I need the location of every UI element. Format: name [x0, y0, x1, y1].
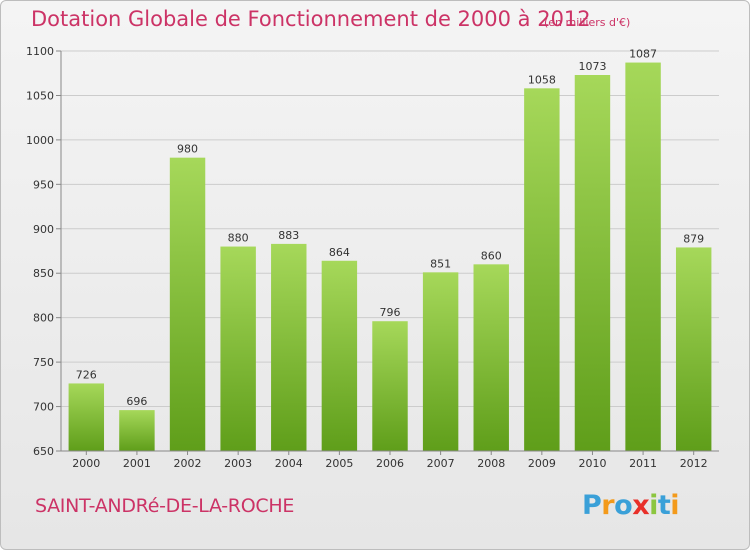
value-label-2008: 860: [481, 249, 502, 262]
bar-2006[interactable]: [372, 321, 408, 451]
y-tick-label: 650: [33, 445, 54, 458]
y-tick-label: 1050: [26, 89, 54, 102]
bar-2007[interactable]: [422, 272, 459, 451]
value-label-2010: 1073: [578, 60, 606, 73]
logo-letter: i: [649, 490, 658, 521]
logo-letter: x: [632, 490, 650, 521]
x-tick-label-2002: 2002: [174, 457, 202, 470]
x-tick-label-2000: 2000: [72, 457, 100, 470]
logo-letter: i: [670, 490, 680, 521]
bar-2009[interactable]: [524, 88, 560, 451]
x-tick-label-2005: 2005: [325, 457, 353, 470]
x-tick-label-2011: 2011: [629, 457, 657, 470]
bar-2004[interactable]: [271, 243, 307, 451]
value-label-2001: 696: [126, 395, 147, 408]
logo-letter: t: [657, 490, 671, 521]
commune-name: SAINT-ANDRé-DE-LA-ROCHE: [35, 495, 295, 517]
y-tick-label: 850: [33, 267, 54, 280]
value-label-2007: 851: [430, 257, 451, 270]
y-tick-label: 700: [33, 401, 54, 414]
x-tick-label-2001: 2001: [123, 457, 151, 470]
x-tick-label-2009: 2009: [528, 457, 556, 470]
x-tick-label-2003: 2003: [224, 457, 252, 470]
value-label-2002: 980: [177, 143, 198, 156]
bar-2011[interactable]: [625, 62, 661, 452]
logo-letter: o: [614, 490, 633, 521]
x-tick-label-2012: 2012: [680, 457, 708, 470]
value-label-2005: 864: [329, 246, 350, 259]
bars-layer: [68, 62, 712, 452]
value-label-2006: 796: [380, 306, 401, 319]
y-tick-label: 1100: [26, 45, 54, 58]
value-label-2009: 1058: [528, 73, 556, 86]
bar-2008[interactable]: [473, 264, 509, 451]
y-tick-label: 750: [33, 356, 54, 369]
y-tick-label: 1000: [26, 134, 54, 147]
x-tick-label-2008: 2008: [477, 457, 505, 470]
bar-2010[interactable]: [574, 75, 611, 451]
value-label-2012: 879: [683, 232, 704, 245]
bar-2005[interactable]: [321, 260, 358, 451]
value-label-2003: 880: [228, 232, 249, 245]
x-tick-label-2006: 2006: [376, 457, 404, 470]
chart-title: Dotation Globale de Fonctionnement de 20…: [31, 7, 591, 31]
logo-letter: P: [582, 490, 602, 521]
value-label-2004: 883: [278, 229, 299, 242]
x-tick-label-2007: 2007: [427, 457, 455, 470]
x-tick-label-2010: 2010: [578, 457, 606, 470]
logo-letter: r: [601, 490, 615, 521]
value-label-2000: 726: [76, 368, 97, 381]
axis-layer: 650 700 750 800 850 900 950 1000 1050 1100 726 2000…: [26, 45, 719, 470]
proxiti-logo[interactable]: Proxiti: [582, 490, 680, 521]
y-tick-label: 900: [33, 223, 54, 236]
bar-2001[interactable]: [119, 410, 155, 451]
y-tick-label: 800: [33, 312, 54, 325]
y-tick-label: 950: [33, 178, 54, 191]
bar-2003[interactable]: [220, 246, 256, 451]
value-label-2011: 1087: [629, 48, 657, 61]
x-tick-label-2004: 2004: [275, 457, 303, 470]
chart-unit: (en milliers d'€): [544, 16, 631, 29]
bar-2000[interactable]: [68, 383, 105, 451]
bar-2002[interactable]: [169, 157, 206, 451]
bar-2012[interactable]: [675, 247, 712, 451]
